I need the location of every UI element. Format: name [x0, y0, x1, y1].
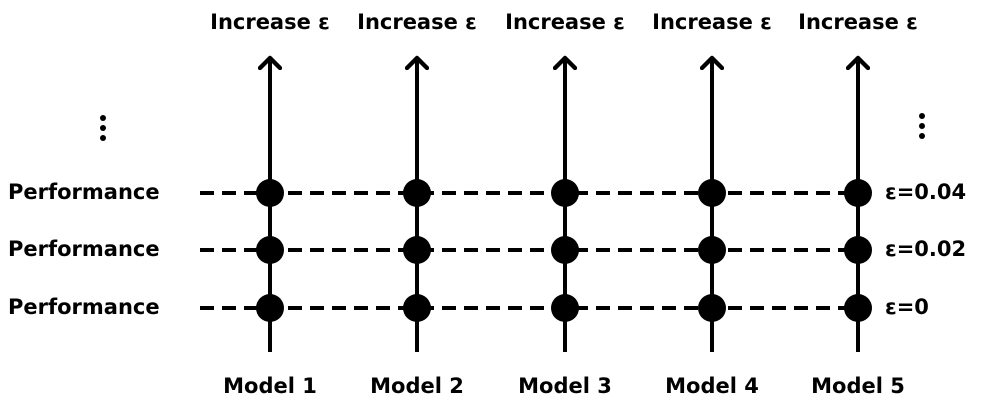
row-label: Performance [8, 180, 160, 204]
model-label: Model 4 [665, 374, 759, 398]
row-label: Performance [8, 237, 160, 261]
top-label: Increase ε [357, 10, 477, 34]
node [403, 179, 431, 207]
top-label: Increase ε [652, 10, 772, 34]
node [698, 179, 726, 207]
node [403, 294, 431, 322]
node [551, 179, 579, 207]
node [698, 236, 726, 264]
model-label: Model 2 [370, 374, 464, 398]
right-ellipsis [919, 113, 925, 139]
top-label: Increase ε [210, 10, 330, 34]
node [256, 236, 284, 264]
node [256, 179, 284, 207]
epsilon-label: ε=0.02 [885, 237, 966, 261]
row-label: Performance [8, 295, 160, 319]
model-label: Model 3 [518, 374, 612, 398]
epsilon-label: ε=0 [885, 295, 929, 319]
left-ellipsis [100, 115, 106, 141]
top-label: Increase ε [505, 10, 625, 34]
node [844, 236, 872, 264]
top-label: Increase ε [798, 10, 918, 34]
epsilon-label: ε=0.04 [885, 180, 966, 204]
node [698, 294, 726, 322]
node [403, 236, 431, 264]
node [256, 294, 284, 322]
model-label: Model 1 [223, 374, 317, 398]
node [551, 236, 579, 264]
node [551, 294, 579, 322]
model-label: Model 5 [811, 374, 905, 398]
node [844, 294, 872, 322]
node [844, 179, 872, 207]
